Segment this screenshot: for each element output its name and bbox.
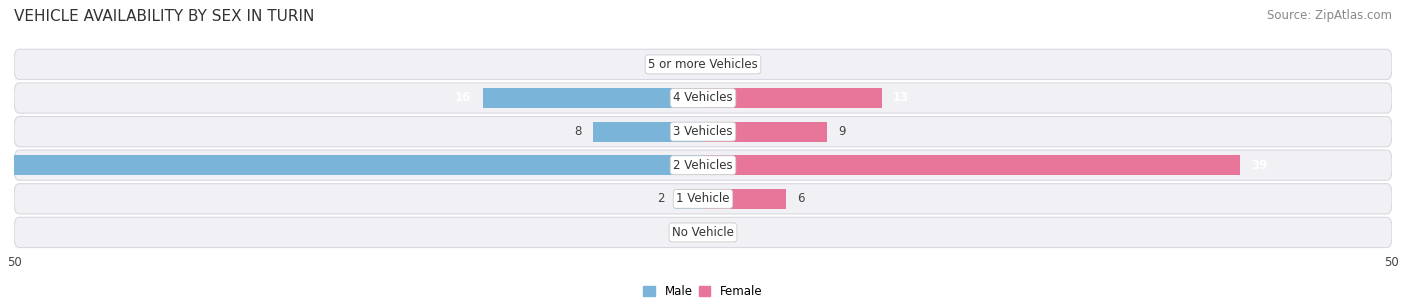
Text: 9: 9 — [838, 125, 845, 138]
Text: VEHICLE AVAILABILITY BY SEX IN TURIN: VEHICLE AVAILABILITY BY SEX IN TURIN — [14, 9, 315, 24]
Text: 4 Vehicles: 4 Vehicles — [673, 91, 733, 104]
Text: 2 Vehicles: 2 Vehicles — [673, 159, 733, 172]
Bar — [703, 121, 827, 142]
FancyBboxPatch shape — [14, 150, 1392, 180]
Bar — [593, 121, 703, 142]
FancyBboxPatch shape — [14, 117, 1392, 147]
FancyBboxPatch shape — [14, 83, 1392, 113]
Bar — [703, 155, 1240, 175]
Bar — [482, 88, 703, 108]
Text: 16: 16 — [456, 91, 471, 104]
Text: 0: 0 — [685, 226, 692, 239]
Text: 39: 39 — [1251, 159, 1268, 172]
Text: 3 Vehicles: 3 Vehicles — [673, 125, 733, 138]
Text: 50: 50 — [0, 159, 3, 172]
Text: No Vehicle: No Vehicle — [672, 226, 734, 239]
Legend: Male, Female: Male, Female — [638, 280, 768, 302]
Text: Source: ZipAtlas.com: Source: ZipAtlas.com — [1267, 9, 1392, 22]
Bar — [675, 189, 703, 209]
Text: 0: 0 — [714, 226, 721, 239]
Text: 2: 2 — [657, 192, 665, 205]
Text: 6: 6 — [797, 192, 804, 205]
Text: 5 or more Vehicles: 5 or more Vehicles — [648, 58, 758, 71]
Text: 1 Vehicle: 1 Vehicle — [676, 192, 730, 205]
Text: 13: 13 — [893, 91, 910, 104]
Text: 8: 8 — [575, 125, 582, 138]
Bar — [703, 189, 786, 209]
Text: 0: 0 — [714, 58, 721, 71]
FancyBboxPatch shape — [14, 217, 1392, 248]
FancyBboxPatch shape — [14, 49, 1392, 80]
Bar — [14, 155, 703, 175]
FancyBboxPatch shape — [14, 184, 1392, 214]
Text: 0: 0 — [685, 58, 692, 71]
Bar — [703, 88, 882, 108]
